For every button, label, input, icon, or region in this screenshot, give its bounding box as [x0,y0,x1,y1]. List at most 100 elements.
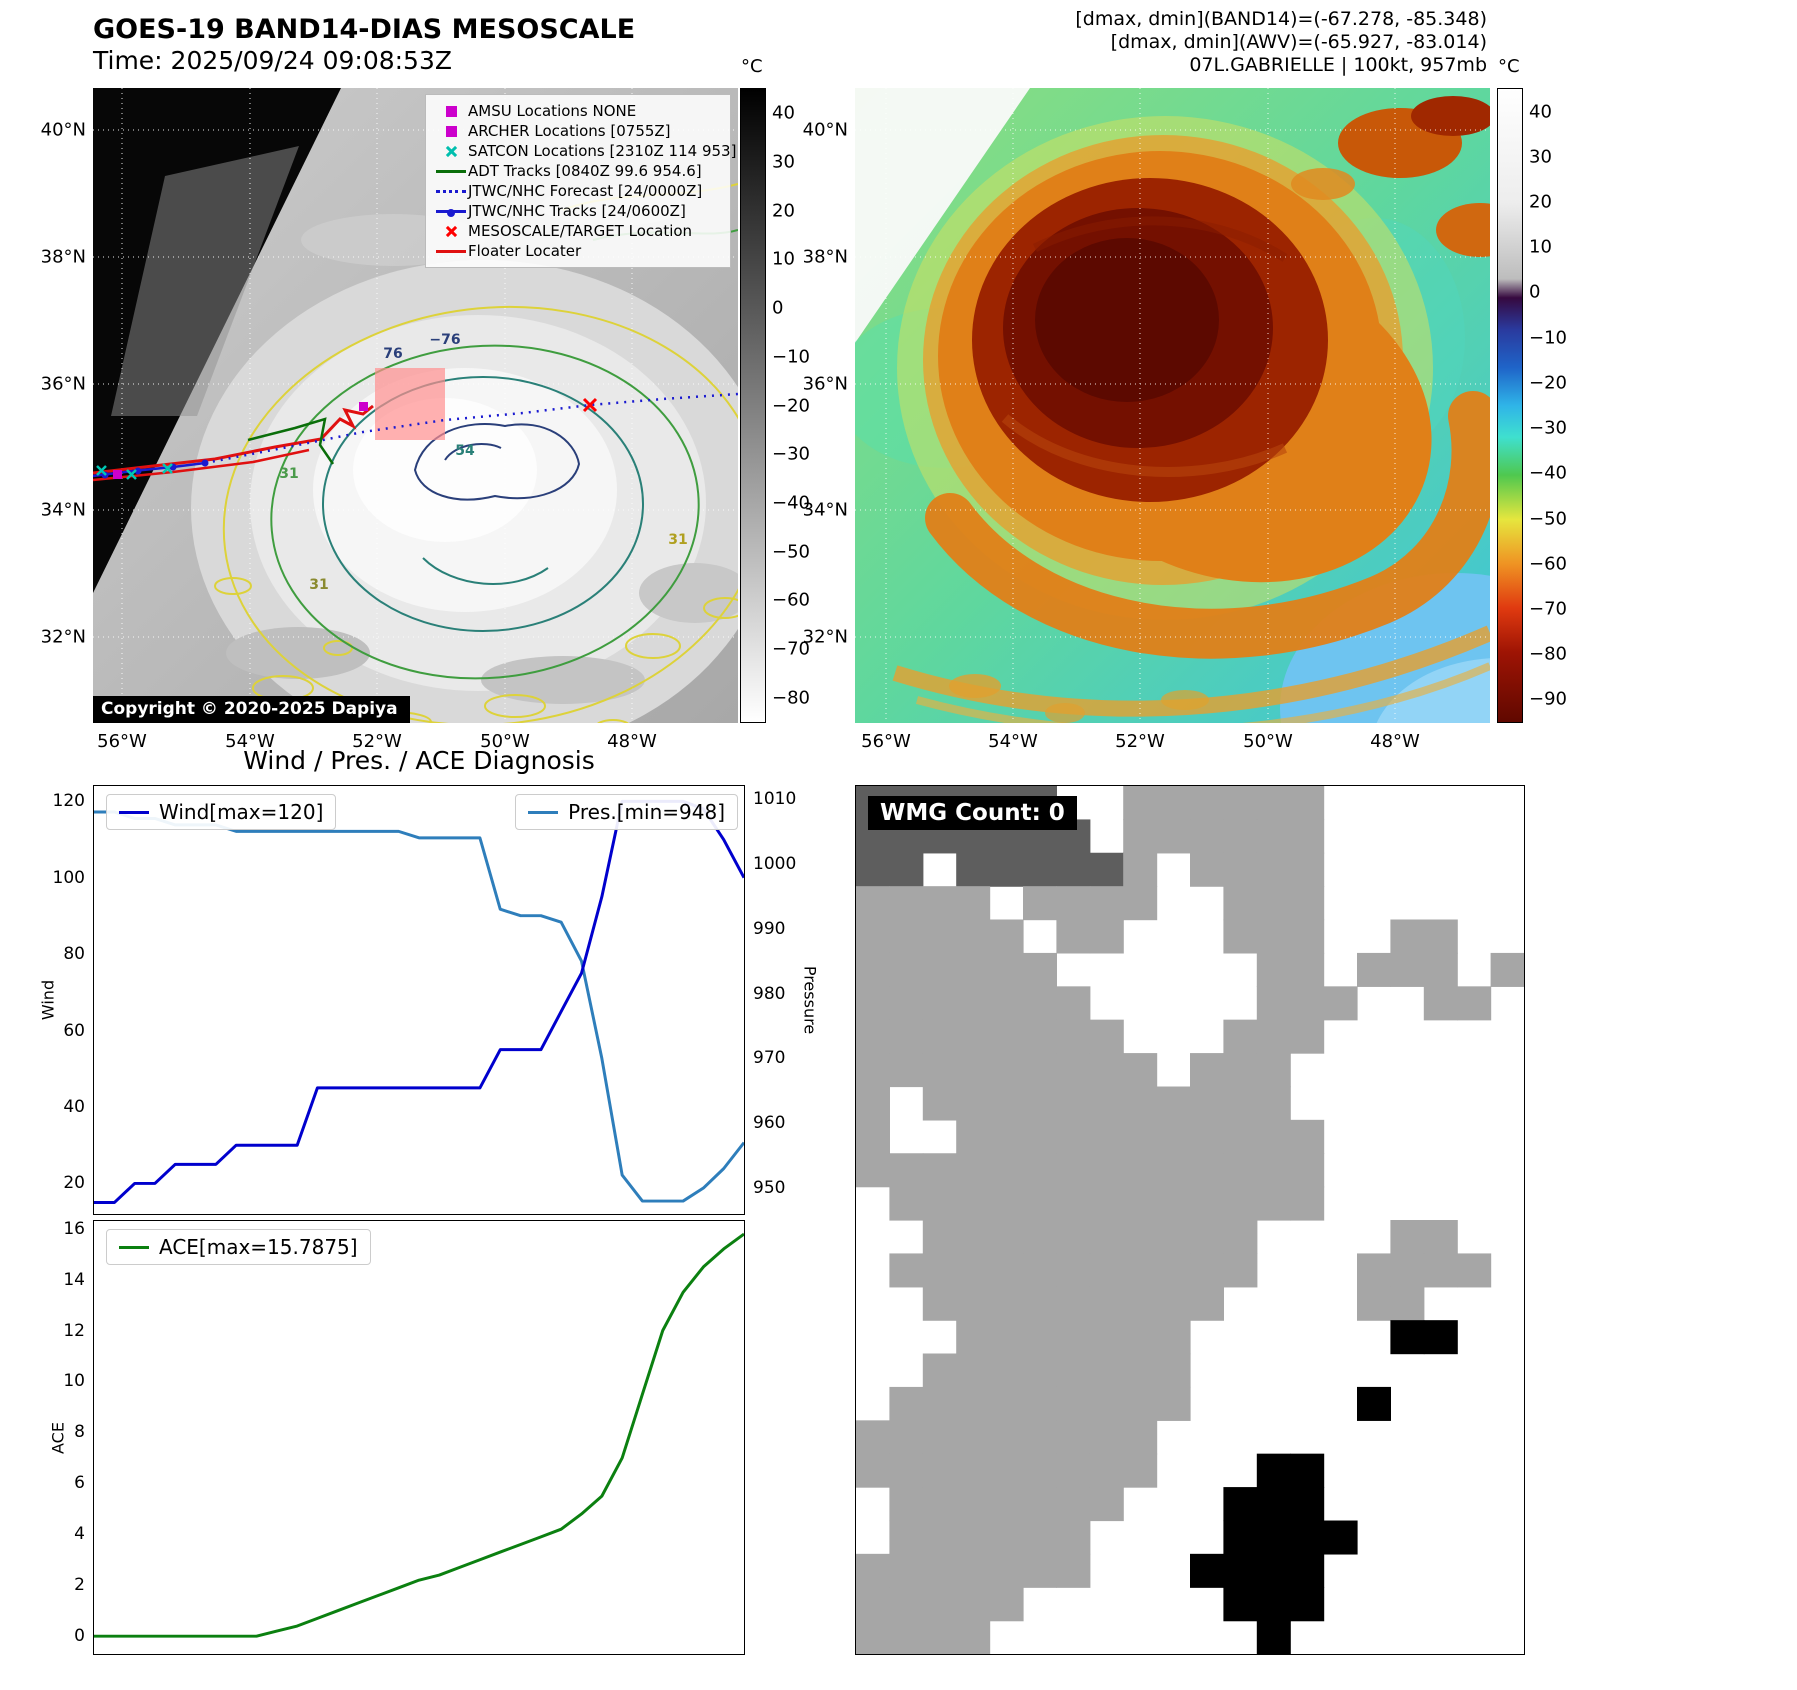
legend-label: SATCON Locations [2310Z 114 953] [468,142,737,160]
left-map-time: Time: 2025/09/24 09:08:53Z [93,46,452,75]
wind-line-swatch [119,810,149,814]
colorbar-tick-label: 20 [772,200,795,222]
legend-marker-icon [434,189,468,193]
axis-tick-label: 14 [63,1269,85,1290]
legend-marker-icon [434,169,468,173]
colorbar-tick-label: −50 [772,541,810,563]
satcon-x-markers [96,463,173,480]
left-colorbar-unit: °C [741,56,763,77]
legend-label: ADT Tracks [0840Z 99.6 954.6] [468,162,702,180]
lat-tick-label: 32°N [40,626,86,648]
lon-tick-label: 54°W [225,731,275,752]
legend-item-0: AMSU Locations NONE [434,101,722,121]
legend-marker-icon [434,145,468,158]
band14-ir-map: AMSU Locations NONE ARCHER Locations [075… [41,88,738,752]
contour-label: 31 [668,532,688,548]
square-marker-icon [445,125,457,137]
awv-satellite-image [855,88,1490,723]
colorbar-tick-label: 40 [772,102,795,124]
amsu-marker [113,470,122,479]
line-marker-icon [436,249,466,253]
adt-track-line [247,417,335,465]
colorbar-tick-label: −20 [772,395,810,416]
axis-tick-label: 80 [63,944,85,965]
axis-tick-label: 1000 [753,853,797,874]
left-colorbar: 40 30 20 10 0 −10 −20 −30 −40 −50 −60 −70 −80 [740,88,810,723]
legend-item-3: ADT Tracks [0840Z 99.6 954.6] [434,161,722,181]
legend-item-1: ARCHER Locations [0755Z] [434,121,722,141]
legend-item-4: JTWC/NHC Forecast [24/0000Z] [434,181,722,201]
lon-tick-label: 54°W [988,731,1038,752]
wind-pressure-chart: Wind[max=120] Pres.[min=948] Wind Pressu… [39,785,819,1215]
legend-marker-icon [434,249,468,253]
axis-tick-label: 16 [63,1218,85,1239]
axis-tick-label: 8 [74,1422,85,1443]
colorbar-tick-label: −30 [772,443,810,465]
right-colorbar: 40 30 20 10 0 −10 −20 −30 −40 −50 −60 −70 −80 −90 [1497,88,1567,723]
lon-tick-label: 52°W [352,731,402,752]
axis-tick-label: 60 [63,1020,85,1041]
axis-tick-label: 20 [63,1173,85,1194]
lon-tick-label: 56°W [861,731,911,752]
colorbar-tick-label: −40 [772,492,810,514]
dotted-marker-icon [436,189,466,193]
axis-tick-label: 120 [52,791,85,812]
legend-label: ARCHER Locations [0755Z] [468,122,671,140]
axis-tick-label: 960 [753,1113,786,1134]
lon-tick-label: 52°W [1115,731,1165,752]
colorbar-tick-label: −70 [1529,598,1567,620]
lat-tick-label: 38°N [40,246,86,268]
line-marker-icon [436,169,466,173]
contour-label: 76 [383,346,403,362]
contour-label: 31 [279,466,299,482]
ace-legend-label: ACE[max=15.7875] [159,1235,358,1259]
axis-tick-label: 6 [74,1473,85,1494]
axis-tick-label: 1010 [753,788,797,809]
axis-tick-label: 0 [74,1626,85,1647]
axis-tick-label: 12 [63,1320,85,1341]
storm-id-intensity: 07L.GABRIELLE | 100kt, 957mb [1189,54,1487,76]
right-colorbar-unit: °C [1498,56,1520,77]
ace-legend: ACE[max=15.7875] [106,1229,371,1265]
grid-lines [855,88,1490,723]
axis-tick-label: 970 [753,1048,786,1069]
dmax-dmin-awv: [dmax, dmin](AWV)=(-65.927, -83.014) [1110,31,1487,53]
axis-tick-label: 10 [63,1371,85,1392]
legend-item-6: MESOSCALE/TARGET Location [434,221,722,241]
copyright-label: Copyright © 2020-2025 Dapiya [93,696,410,723]
axis-tick-label: 980 [753,983,786,1004]
axis-tick-label: 2 [74,1575,85,1596]
colorbar-tick-label: −60 [1529,553,1567,575]
wmg-map: WMG Count: 0 [855,785,1525,1655]
colorbar-tick-label: −10 [1529,327,1567,349]
colorbar-tick-label: 0 [1529,281,1541,303]
legend-marker-icon [434,208,468,217]
archer-marker [359,402,368,411]
wind-legend-label: Wind[max=120] [159,800,324,824]
colorbar-tick-label: −20 [1529,372,1567,394]
legend-label: Floater Locater [468,242,582,260]
storm-info-header: [dmax, dmin](BAND14)=(-67.278, -85.348) … [1075,8,1487,77]
square-marker-icon [445,105,457,117]
pressure-legend: Pres.[min=948] [515,794,738,830]
wind-legend: Wind[max=120] [106,794,337,830]
ace-chart: ACE[max=15.7875] ACE 0 2 4 6 8 10 12 14 16 [48,1219,745,1655]
legend-marker-icon [434,125,468,137]
pressure-line-swatch [528,810,559,814]
x-marker-icon [445,225,458,238]
axis-tick-label: 950 [753,1178,786,1199]
contour-label: 54 [455,443,475,459]
lat-tick-label: 36°N [40,373,86,395]
pressure-legend-label: Pres.[min=948] [568,800,725,824]
mesoscale-target-area [375,368,445,440]
contour-label: −76 [429,332,461,348]
lat-tick-label: 34°N [802,499,848,521]
wind-axis-label: Wind [38,979,58,1021]
colorbar-tick-label: 10 [772,248,795,270]
axis-tick-label: 40 [63,1097,85,1117]
wmg-grid-image [856,786,1524,1654]
colorbar-tick-label: 10 [1529,236,1552,258]
ace-plot-area [94,1232,744,1638]
lat-tick-label: 34°N [40,499,86,521]
linedot-marker-icon [436,208,466,217]
